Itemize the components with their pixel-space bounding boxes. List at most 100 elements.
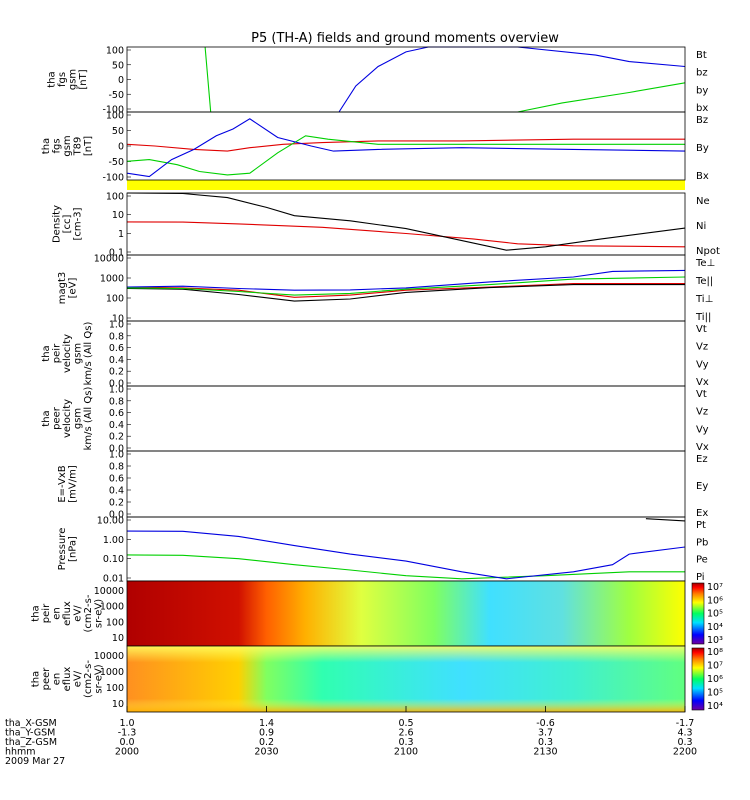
legend-density: Ne Ni Npot — [696, 196, 720, 257]
series-fgs_mag-bx — [126, 118, 686, 178]
panel-frame — [126, 46, 686, 113]
y-tick-label: 0.2 — [109, 432, 124, 443]
y-tick-label: 100 — [106, 617, 124, 628]
x-row-value: 2100 — [394, 747, 418, 758]
series-density-ni — [126, 192, 686, 251]
x-row-value: 0.2 — [259, 737, 274, 748]
legend-entry: Ti⊥ — [695, 294, 713, 305]
legend-entry: By — [696, 143, 709, 154]
colorbar-label: 10⁵ — [707, 609, 723, 620]
y-tick-label: 10000 — [94, 651, 124, 662]
y-axis-label: tha peer en eflux eV/(cm2-s-sr-eV) — [31, 660, 105, 698]
legend-entry: by — [696, 85, 708, 96]
legend-entry: Vt — [696, 389, 707, 400]
y-tick-label: 0 — [118, 75, 124, 86]
y-tick-label: 10 — [112, 699, 124, 710]
x-row-value: -0.6 — [536, 718, 555, 729]
y-tick-label: 10000 — [94, 586, 124, 597]
panel-peir_spec: 10⁷ 10⁶ 10⁵ 10⁴ 10³ 10000 1000 100 10 tha peir en ef… — [31, 580, 723, 647]
y-tick-label: 0.0 — [109, 510, 124, 521]
legend-peer_vel: Vt Vz Vy Vx — [696, 389, 709, 453]
y-tick-label: 1000 — [100, 667, 124, 678]
y-axis-label-line: peir — [41, 603, 52, 623]
x-row-value: 0.3 — [677, 737, 692, 748]
y-axis-label-line: [cm-3] — [73, 207, 84, 240]
colorbar-label: 10⁸ — [707, 647, 723, 658]
y-axis-label-line: sr-eV) — [94, 664, 105, 693]
y-axis-label-line: E=-VxB — [57, 465, 68, 502]
y-axis-label-line: [cc] — [62, 215, 73, 234]
panel-peir_vel: 1.00.80.60.40.20.0 Vt Vz Vy Vx tha peir velocit… — [41, 320, 709, 390]
legend-entry: Ey — [696, 481, 708, 492]
series-temp-te- — [126, 283, 685, 298]
panel-frame — [126, 450, 686, 518]
y-axis-label-line: T89 — [73, 137, 84, 157]
y-axis-label: tha peer velocity gsm km/s (All Qs) — [41, 387, 94, 451]
y-axis-label-line: tha — [31, 605, 42, 621]
y-axis-label-line: en — [52, 673, 63, 686]
y-tick-label: 10 — [112, 633, 124, 644]
legend-fgs_mag: Bz By Bx — [696, 115, 709, 182]
y-tick-label: 0.0 — [109, 379, 124, 390]
figure-title: P5 (TH-A) fields and ground moments over… — [251, 31, 559, 46]
colorbar-label: 10⁶ — [707, 674, 723, 685]
colorbar-ramp — [691, 582, 705, 645]
x-row-value: 0.5 — [398, 718, 413, 729]
series-temp-ti- — [126, 276, 686, 296]
colorbar-label: 10⁴ — [707, 622, 723, 633]
panel-temp: 10000 1000 100 10 Te⊥ Te|| Ti⊥ Ti|| magt3 [eV] — [57, 254, 716, 325]
y-tick-label: 10000 — [94, 254, 124, 265]
series-pressure-pi — [126, 530, 686, 580]
y-tick-label: -50 — [108, 90, 124, 101]
panel-efield: 1.00.80.60.40.20.0 Ez Ey Ex E=-VxB [mV/m] — [57, 450, 709, 521]
panel-peer_spec: 10⁸ 10⁷ 10⁶ 10⁵ 10⁴ 10000 1000 100 10 tha peer en ef… — [31, 645, 723, 713]
colorbar-label: 10³ — [707, 635, 723, 646]
y-axis-label-line: peer — [41, 667, 52, 691]
legend-entry: Bz — [696, 115, 708, 126]
y-axis-label: Pressure [nPa] — [57, 528, 79, 571]
legend-entry: Te|| — [695, 276, 713, 287]
legend-entry: bx — [696, 103, 708, 114]
legend-entry: Vt — [696, 324, 707, 335]
y-axis-label-line: [nPa] — [67, 536, 78, 562]
y-tick-label: 0.6 — [109, 408, 124, 419]
legend-entry: Vx — [696, 377, 709, 388]
panel-frame — [126, 320, 686, 387]
legend-fgs: Bt bz by bx — [696, 50, 708, 114]
y-axis-label-line: (cm2-s- — [83, 660, 94, 698]
series-pressure-pe — [126, 554, 685, 580]
colorbar-label: 10⁴ — [707, 701, 723, 712]
y-axis-label-line: Density — [52, 205, 63, 243]
y-tick-label: 0.8 — [109, 462, 124, 473]
legend-entry: Ni — [696, 221, 706, 232]
y-axis-label-line: eV/ — [73, 605, 84, 622]
y-tick-label: 1.00 — [103, 535, 124, 546]
y-axis-label: tha fgs gsm [nT] — [46, 69, 89, 90]
y-tick-label: 100 — [106, 46, 124, 57]
y-tick-label: 0.8 — [109, 331, 124, 342]
series-temp-te- — [126, 284, 685, 302]
y-tick-label: 1.0 — [109, 450, 124, 461]
y-tick-label: 0.6 — [109, 474, 124, 485]
x-row-value: 0.0 — [119, 737, 134, 748]
y-axis-label: Density [cc] [cm-3] — [52, 205, 84, 243]
legend-entry: Ne — [696, 196, 710, 207]
legend-entry: Vx — [696, 442, 709, 453]
y-axis-label-line: gsm — [73, 408, 84, 429]
y-tick-label: 0.01 — [103, 574, 124, 585]
colorbar-label: 10⁷ — [707, 661, 723, 672]
panel-fgs: 100 50 0 -50 -100 Bt bz by bx tha fgs gsm [nT] — [46, 46, 708, 116]
y-axis-label-line: [mV/m] — [67, 465, 78, 503]
x-row-value: -1.7 — [676, 718, 695, 729]
y-axis-label-line: peer — [52, 406, 63, 430]
x-row-label: hhmm — [5, 747, 36, 758]
y-axis-label-line: gsm — [62, 135, 73, 156]
y-axis-label-line: velocity — [62, 399, 73, 438]
x-row-value: 2130 — [533, 747, 557, 758]
x-row-value: 4.3 — [677, 728, 692, 739]
y-tick-label: 0.0 — [109, 444, 124, 455]
legend-entry: bz — [696, 68, 708, 79]
legend-entry: Bt — [696, 50, 707, 61]
y-tick-label: 0.10 — [103, 554, 124, 565]
y-axis-label-line: gsm — [67, 69, 78, 90]
